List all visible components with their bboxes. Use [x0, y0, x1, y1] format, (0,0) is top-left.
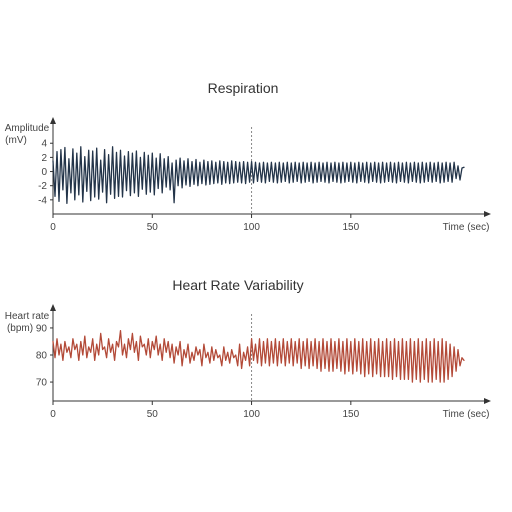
y-tick-label: -4	[38, 195, 47, 206]
chart-title: Heart Rate Variability	[172, 277, 303, 293]
x-tick-label: 150	[342, 409, 359, 420]
x-tick-label: 150	[342, 222, 359, 233]
x-axis-arrow	[484, 211, 491, 217]
x-tick-label: 50	[147, 409, 159, 420]
y-tick-label: 0	[41, 167, 47, 178]
heart-rate-variability-chart: Heart Rate Variability Heart rate (bpm) …	[5, 277, 491, 420]
x-tick-label: 0	[50, 222, 56, 233]
series-line	[52, 146, 465, 205]
plot-area: 0 50 100 150 90 80 70	[36, 304, 491, 420]
y-axis-label-line-1: Heart rate	[5, 311, 50, 322]
chart-title: Respiration	[208, 80, 279, 96]
x-axis-arrow	[484, 398, 491, 404]
respiration-chart: Respiration Amplitude (mV) Time (sec) 0 5…	[5, 80, 491, 233]
y-tick-label: 90	[36, 323, 48, 334]
y-axis-arrow	[50, 304, 56, 311]
y-axis-label-line-1: Amplitude	[5, 123, 50, 134]
x-tick-label: 50	[147, 222, 159, 233]
x-tick-label: 100	[243, 409, 260, 420]
plot-area: 0 50 100 150 4 2 0 -2 -4	[38, 117, 491, 233]
y-tick-label: 4	[41, 139, 47, 150]
x-axis-label: Time (sec)	[443, 222, 490, 233]
y-tick-label: 70	[36, 378, 48, 389]
y-tick-label: 80	[36, 351, 48, 362]
y-axis-label-line-2: (bpm)	[7, 323, 33, 334]
y-tick-label: 2	[41, 153, 47, 164]
y-axis-label-line-2: (mV)	[5, 135, 27, 146]
y-tick-label: -2	[38, 181, 47, 192]
x-tick-label: 0	[50, 409, 56, 420]
x-axis-label: Time (sec)	[443, 409, 490, 420]
series-line	[52, 329, 465, 383]
y-axis-arrow	[50, 117, 56, 124]
x-tick-label: 100	[243, 222, 260, 233]
